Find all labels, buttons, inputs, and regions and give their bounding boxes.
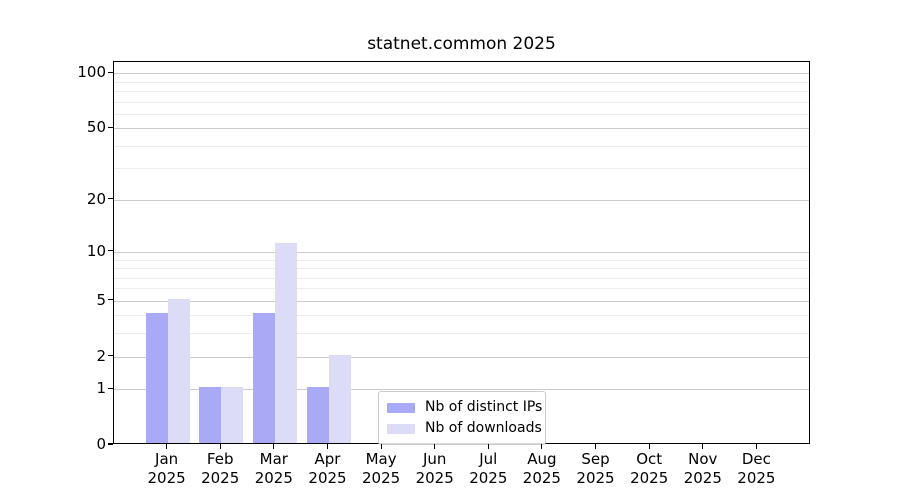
x-tick-mark xyxy=(434,444,436,449)
bar-distinct-ips-mar xyxy=(252,313,275,443)
minor-gridline xyxy=(114,288,809,290)
bar-distinct-ips-jan xyxy=(145,313,168,443)
minor-gridline xyxy=(114,145,809,147)
minor-gridline xyxy=(114,113,809,115)
y-tick-mark xyxy=(108,250,113,252)
x-tick-label-aug: Aug 2025 xyxy=(522,450,561,487)
bar-downloads-feb xyxy=(221,387,244,443)
x-tick-label-feb: Feb 2025 xyxy=(201,450,240,487)
major-gridline xyxy=(114,300,809,302)
x-tick-mark xyxy=(648,444,650,449)
y-tick-label: 20 xyxy=(86,189,106,208)
x-tick-mark xyxy=(380,444,382,449)
major-gridline xyxy=(114,128,809,130)
x-tick-label-may: May 2025 xyxy=(362,450,401,487)
x-tick-mark xyxy=(487,444,489,449)
x-tick-label-jul: Jul 2025 xyxy=(469,450,508,487)
y-tick-mark xyxy=(108,126,113,128)
major-gridline xyxy=(114,389,809,391)
bar-distinct-ips-feb xyxy=(199,387,222,443)
x-tick-mark xyxy=(166,444,168,449)
minor-gridline xyxy=(114,168,809,170)
legend-swatch-downloads xyxy=(387,423,415,434)
x-tick-label-sep: Sep 2025 xyxy=(576,450,615,487)
x-tick-mark xyxy=(273,444,275,449)
bar-downloads-jan xyxy=(167,298,190,443)
minor-gridline xyxy=(114,91,809,93)
plot-area: Nb of distinct IPs Nb of downloads xyxy=(113,61,810,445)
legend: Nb of distinct IPs Nb of downloads xyxy=(378,391,546,445)
minor-gridline xyxy=(114,315,809,317)
legend-swatch-distinct-ips xyxy=(387,402,415,413)
minor-gridline xyxy=(114,333,809,335)
legend-item-distinct-ips: Nb of distinct IPs xyxy=(387,397,542,418)
y-tick-label: 100 xyxy=(77,63,106,82)
y-tick-label: 2 xyxy=(96,346,106,365)
x-tick-label-nov: Nov 2025 xyxy=(683,450,722,487)
major-gridline xyxy=(114,199,809,201)
y-tick-mark xyxy=(108,387,113,389)
y-tick-label: 50 xyxy=(86,118,106,137)
x-tick-mark xyxy=(219,444,221,449)
minor-gridline xyxy=(114,81,809,83)
x-tick-mark xyxy=(326,444,329,449)
y-tick-mark xyxy=(108,198,113,200)
major-gridline xyxy=(114,73,809,75)
chart-title: statnet.common 2025 xyxy=(367,34,556,54)
x-tick-mark xyxy=(594,444,597,449)
y-tick-mark xyxy=(108,354,113,357)
bar-downloads-apr xyxy=(328,354,351,443)
major-gridline xyxy=(114,251,809,253)
legend-item-downloads: Nb of downloads xyxy=(387,418,542,439)
bar-downloads-mar xyxy=(274,242,297,443)
y-tick-mark xyxy=(108,71,113,73)
minor-gridline xyxy=(114,268,809,269)
x-tick-label-apr: Apr 2025 xyxy=(308,450,347,487)
legend-label-distinct-ips: Nb of distinct IPs xyxy=(425,399,543,415)
x-tick-label-jan: Jan 2025 xyxy=(147,450,186,487)
x-tick-label-mar: Mar 2025 xyxy=(254,450,293,487)
minor-gridline xyxy=(114,259,809,261)
x-tick-mark xyxy=(702,444,704,449)
x-tick-label-dec: Dec 2025 xyxy=(737,450,776,487)
x-tick-mark xyxy=(755,444,757,449)
minor-gridline xyxy=(114,101,809,103)
y-tick-label: 10 xyxy=(86,241,106,260)
major-gridline xyxy=(114,356,809,358)
y-tick-mark xyxy=(108,443,113,445)
x-tick-label-jun: Jun 2025 xyxy=(415,450,454,487)
x-tick-label-oct: Oct 2025 xyxy=(630,450,669,487)
x-tick-mark xyxy=(541,444,543,449)
y-tick-mark xyxy=(108,299,113,301)
legend-label-downloads: Nb of downloads xyxy=(425,420,542,436)
bar-distinct-ips-apr xyxy=(306,387,329,443)
minor-gridline xyxy=(114,277,809,279)
y-tick-label: 0 xyxy=(96,435,106,453)
y-tick-label: 5 xyxy=(96,290,106,309)
y-tick-label: 1 xyxy=(96,379,106,398)
